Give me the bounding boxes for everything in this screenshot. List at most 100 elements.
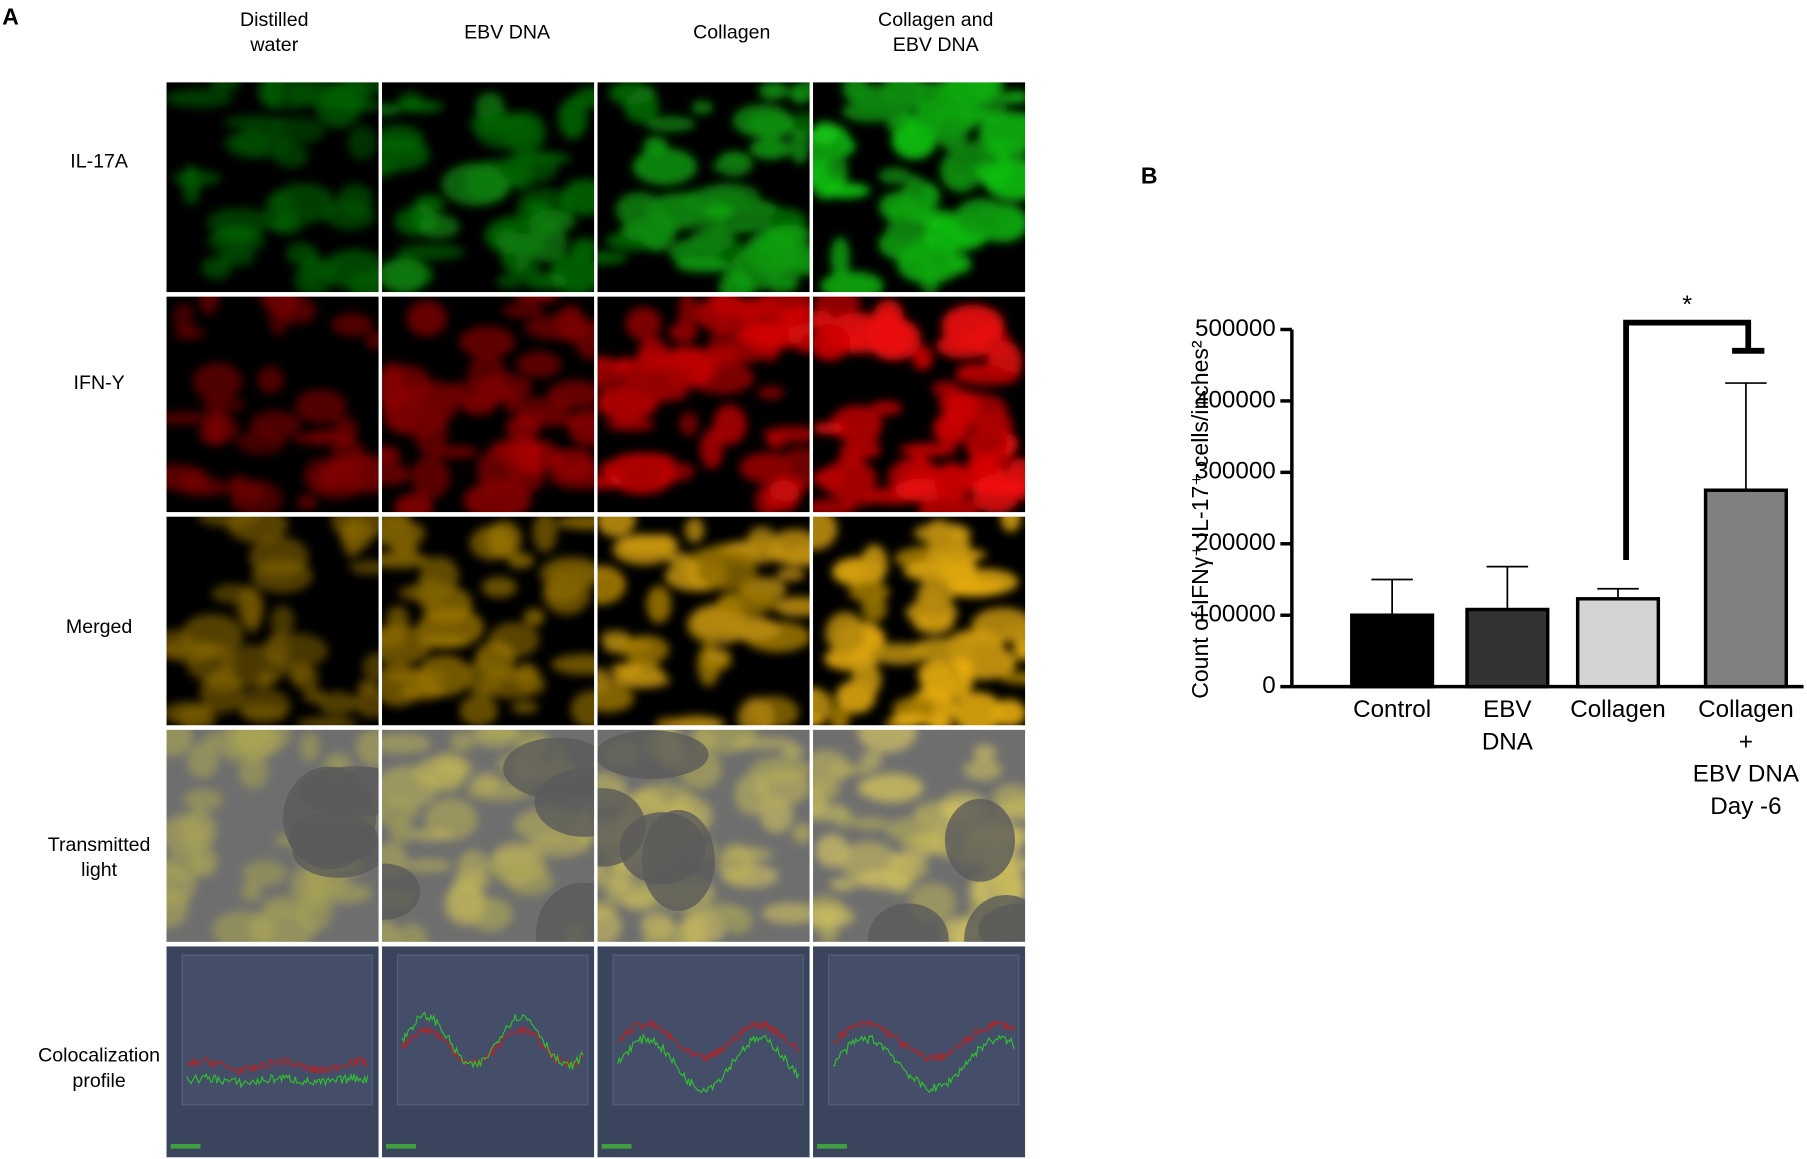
micrograph-border	[165, 295, 380, 514]
cells	[812, 296, 1026, 513]
cells	[812, 81, 1026, 293]
cell-cluster	[747, 526, 777, 552]
cell-cluster	[852, 423, 879, 459]
cell-cluster	[963, 759, 1003, 781]
cells	[165, 81, 380, 293]
cell-cluster	[174, 326, 206, 340]
cell-cluster	[812, 498, 857, 513]
cell-cluster	[413, 577, 448, 607]
cell-cluster	[381, 624, 433, 665]
cell-cluster	[719, 269, 754, 293]
micrograph-border	[811, 295, 1027, 514]
micrograph-border	[811, 945, 1027, 1159]
cell-cluster	[180, 809, 217, 852]
micrograph	[811, 728, 1027, 943]
cell-cluster	[362, 652, 380, 682]
cell-cluster	[381, 446, 401, 464]
cell-cluster	[183, 788, 223, 811]
cell-cluster	[192, 362, 243, 401]
cell-cluster	[596, 873, 626, 889]
micrograph-content	[812, 945, 1026, 1158]
cell-cluster	[596, 475, 624, 490]
cell-cluster	[381, 136, 430, 172]
cell-cluster	[952, 691, 1004, 726]
significance-label: *	[1682, 291, 1692, 319]
cell-cluster	[625, 306, 662, 341]
cell-cluster	[684, 517, 705, 543]
micrograph	[811, 81, 1027, 294]
cell-cluster	[165, 887, 189, 929]
cell-cluster	[812, 422, 845, 435]
cell-cluster	[762, 426, 811, 443]
micrograph-content	[596, 81, 811, 293]
y-tick-label: 0	[1262, 672, 1275, 699]
cell-cluster	[233, 128, 271, 155]
cell-cluster	[612, 456, 670, 482]
cell-cluster	[523, 608, 545, 627]
micrograph-border	[380, 515, 596, 727]
cell-cluster	[404, 858, 453, 873]
micrograph	[596, 515, 811, 727]
cell-cluster	[365, 330, 380, 350]
cell-cluster	[201, 255, 232, 280]
cell-cluster	[969, 639, 1007, 680]
cell-cluster	[1001, 90, 1026, 104]
cell-cluster	[759, 797, 793, 833]
cell-cluster	[279, 297, 317, 325]
cell-cluster	[644, 116, 696, 132]
row-label: IFN-Y	[74, 372, 125, 394]
cell-cluster	[301, 258, 341, 278]
void	[978, 903, 1026, 943]
micrograph	[596, 945, 811, 1159]
column-header: Collagen and	[878, 9, 993, 31]
cell-cluster	[936, 116, 968, 151]
micrograph-border	[596, 515, 811, 727]
column-header: Collagen	[693, 22, 770, 44]
cell-cluster	[717, 843, 755, 883]
cell-cluster	[758, 81, 789, 100]
cell-cluster	[457, 849, 489, 884]
cell-cluster	[396, 243, 465, 261]
micrograph-border	[596, 728, 811, 943]
cell-cluster	[596, 668, 611, 692]
cell-cluster	[869, 401, 903, 416]
cell-cluster	[700, 344, 769, 364]
cell-cluster	[209, 81, 241, 91]
cell-cluster	[198, 296, 220, 315]
cell-cluster	[792, 823, 811, 844]
cell-cluster	[471, 772, 501, 793]
cell-cluster	[386, 364, 430, 401]
cell-cluster	[240, 881, 262, 902]
profile-line	[186, 1055, 369, 1077]
cell-cluster	[323, 98, 380, 113]
micrograph-content	[381, 729, 595, 943]
row-label: profile	[72, 1070, 125, 1092]
cell-cluster	[492, 863, 549, 877]
cell-cluster	[608, 81, 652, 105]
cell-cluster	[925, 519, 953, 552]
cell-cluster	[499, 151, 559, 184]
cell-cluster	[894, 857, 929, 880]
cell-cluster	[637, 337, 669, 371]
cell-cluster	[381, 256, 426, 293]
micrograph-border	[811, 81, 1027, 294]
cell-cluster	[899, 443, 958, 457]
micrograph	[380, 945, 596, 1159]
cell-cluster	[789, 128, 810, 165]
cell-cluster	[894, 478, 949, 502]
micrograph-border	[596, 295, 811, 514]
micrograph-content	[165, 296, 380, 513]
cell-cluster	[605, 418, 656, 431]
cell-cluster	[269, 116, 326, 145]
row-label: IL-17A	[70, 151, 129, 173]
micrograph	[811, 295, 1027, 514]
profile-plot	[181, 954, 373, 1106]
cell-cluster	[857, 729, 917, 753]
cell-cluster	[173, 302, 194, 333]
micrograph-border	[811, 728, 1027, 943]
cell-cluster	[200, 397, 247, 413]
cell-cluster	[797, 81, 811, 101]
panel-label: A	[2, 4, 19, 30]
micrograph-border	[165, 515, 380, 727]
cell-cluster	[308, 429, 341, 444]
